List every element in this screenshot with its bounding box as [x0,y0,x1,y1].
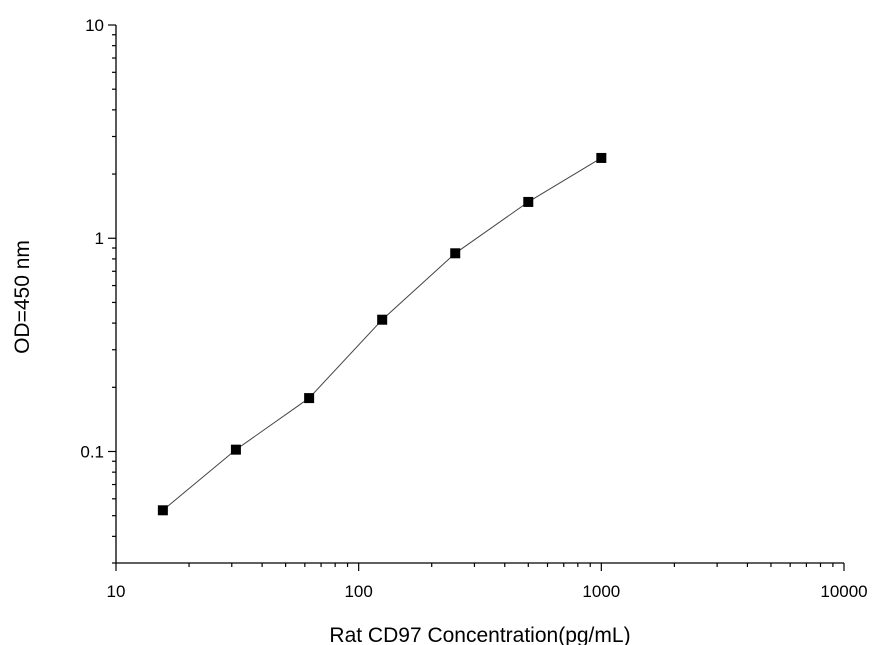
data-point [596,152,607,163]
chart-series [157,152,607,516]
y-tick-label: 0.1 [80,442,104,461]
data-point [523,196,534,207]
chart-axes [115,25,844,564]
x-tick-label: 10 [107,582,126,601]
x-tick-label: 10000 [820,582,867,601]
data-point [450,248,461,259]
data-point [377,314,388,325]
y-tick-label: 1 [95,229,104,248]
data-point [304,393,315,404]
y-tick-label: 10 [85,16,104,35]
x-tick-label: 100 [344,582,372,601]
x-axis-title: Rat CD97 Concentration(pg/mL) [329,624,630,645]
chart-tick-labels: 10 100 1000 10000 0.1 1 10 [80,16,867,601]
data-point [230,444,241,455]
data-point [157,505,168,516]
series-line [162,157,602,511]
x-tick-label: 1000 [582,582,620,601]
chart-ticks [108,24,845,571]
y-axis-title: OD=450 nm [11,240,34,354]
